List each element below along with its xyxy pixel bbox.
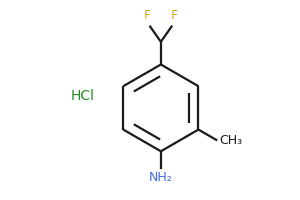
Text: NH₂: NH₂ bbox=[149, 171, 173, 184]
Text: F: F bbox=[171, 9, 178, 22]
Text: F: F bbox=[144, 9, 151, 22]
Text: CH₃: CH₃ bbox=[219, 134, 242, 147]
Text: HCl: HCl bbox=[71, 89, 95, 103]
